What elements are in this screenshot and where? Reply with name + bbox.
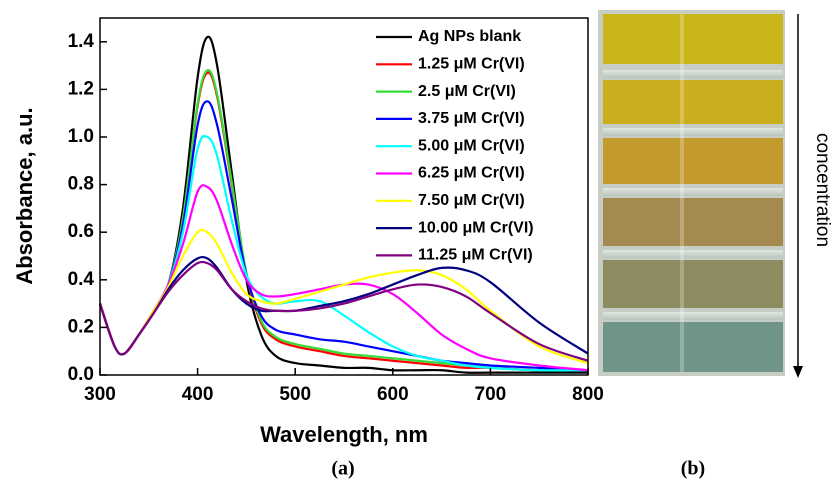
y-tick-label: 0.4 <box>68 269 95 290</box>
legend-label: 2.5 μM Cr(VI) <box>418 83 516 100</box>
x-tick-label: 600 <box>377 384 409 405</box>
x-tick-label: 500 <box>279 384 311 405</box>
y-tick-label: 0.8 <box>68 174 94 195</box>
y-tick-label: 0.6 <box>68 221 94 242</box>
photo-label: concentration <box>812 133 833 247</box>
x-tick-label: 300 <box>84 384 116 405</box>
y-tick-label: 0.2 <box>68 316 94 337</box>
x-tick-label: 800 <box>572 384 604 405</box>
legend-label: Ag NPs blank <box>418 28 521 45</box>
legend-label: 1.25 μM Cr(VI) <box>418 56 525 73</box>
y-tick-label: 1.2 <box>68 78 94 99</box>
line-series <box>98 228 589 365</box>
panel-label: (a) <box>331 458 354 480</box>
line-series <box>98 260 589 362</box>
x-tick-label: 400 <box>182 384 214 405</box>
y-tick-label: 0.0 <box>68 364 94 385</box>
legend-label: 5.00 μM Cr(VI) <box>418 137 525 154</box>
photo <box>598 10 785 376</box>
legend-label: 6.25 μM Cr(VI) <box>418 165 525 182</box>
x-axis-title: Wavelength, nm <box>260 422 428 447</box>
arrow-head <box>793 366 803 378</box>
panel-label: (b) <box>681 458 705 480</box>
legend-label: 10.00 μM Cr(VI) <box>418 219 534 236</box>
plot-frame <box>99 17 589 376</box>
y-axis-title: Absorbance, a.u. <box>12 107 37 284</box>
legend-label: 3.75 μM Cr(VI) <box>418 110 525 127</box>
legend-label: 11.25 μM Cr(VI) <box>418 247 533 264</box>
legend-label: 7.50 μM Cr(VI) <box>418 192 525 209</box>
y-tick-label: 1.4 <box>68 31 95 52</box>
y-tick-label: 1.0 <box>68 126 94 147</box>
x-tick-label: 700 <box>475 384 507 405</box>
